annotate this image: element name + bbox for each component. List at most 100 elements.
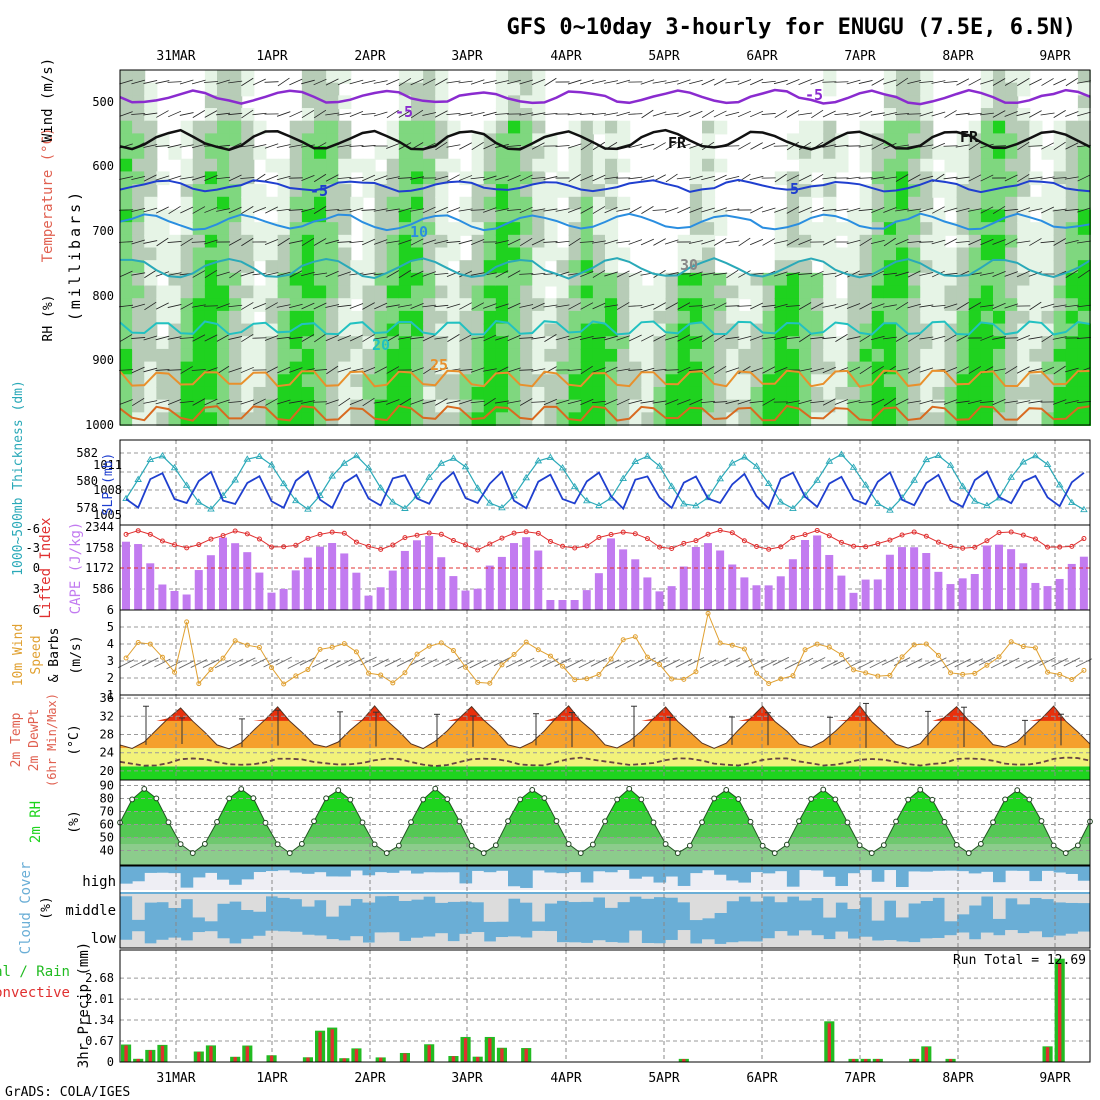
- rh-cell: [629, 361, 643, 376]
- wind-barb: [179, 144, 194, 148]
- rh-cell: [180, 323, 194, 338]
- rh-cell: [1065, 196, 1079, 211]
- wind-speed-point: [960, 671, 966, 677]
- wind-barb: [1053, 365, 1066, 375]
- rh-cell: [677, 323, 691, 338]
- wind10-label-b: Speed: [29, 635, 44, 674]
- rh-cell: [908, 247, 922, 262]
- cape-bar: [279, 588, 288, 610]
- rh-cell: [835, 412, 849, 426]
- rh-cell: [859, 361, 873, 376]
- wind-barb: [276, 336, 291, 340]
- rh-cell: [241, 323, 255, 338]
- wind-barb: [398, 207, 412, 213]
- rh-cell: [980, 247, 994, 262]
- wind-barb: [628, 113, 643, 115]
- thickness-point: [461, 462, 470, 470]
- rh-cell: [362, 158, 376, 173]
- rh-cell: [508, 171, 522, 186]
- rh-cell: [229, 386, 243, 401]
- rh-cell: [386, 158, 400, 173]
- wind10-barb: [639, 657, 656, 667]
- rh-cell: [993, 82, 1007, 97]
- wind-barb: [398, 110, 412, 118]
- wind-barb: [434, 110, 448, 118]
- footer-credit: GrADS: COLA/IGES: [5, 1085, 130, 1100]
- cape-bar: [231, 543, 240, 610]
- cloud-high-bar: [980, 866, 994, 872]
- cape-bar: [776, 576, 785, 610]
- rh-cell: [398, 272, 412, 287]
- cape-bar: [861, 579, 870, 610]
- wind-barb: [216, 399, 230, 405]
- cloud-low-gap: [277, 931, 291, 948]
- wind-barb: [798, 78, 812, 86]
- wind-barb: [228, 238, 242, 246]
- wind-barb: [810, 336, 825, 340]
- wind-barb: [155, 145, 170, 147]
- wind-barb: [907, 240, 922, 244]
- wind-barb: [579, 335, 594, 341]
- wind-barb: [701, 272, 716, 276]
- rh-cell: [908, 285, 922, 300]
- rh-cell: [847, 386, 861, 401]
- date-label-top: 31MAR: [156, 49, 195, 64]
- rh-cell: [204, 285, 218, 300]
- rh-cell: [799, 260, 813, 274]
- wind-barb: [653, 334, 666, 342]
- contour-label: -5: [395, 103, 413, 121]
- rh-cell: [1053, 348, 1067, 363]
- rh-cell: [980, 348, 994, 363]
- wind-barb: [288, 303, 303, 309]
- wind-barb: [713, 272, 728, 276]
- cape-bar: [849, 592, 858, 610]
- thickness-point: [389, 498, 397, 505]
- rh-cell: [217, 285, 231, 300]
- precip-conv-bar: [682, 1059, 686, 1062]
- rh-cell: [144, 108, 158, 122]
- rh-cell: [144, 184, 158, 198]
- rh-cell: [580, 196, 594, 211]
- rh-cell: [301, 146, 315, 160]
- li-point: [778, 544, 784, 550]
- wind-barb: [131, 79, 146, 85]
- wind-barb: [943, 176, 958, 180]
- rh-cell: [605, 196, 619, 211]
- rh-cell: [702, 247, 716, 262]
- rh-cell: [702, 196, 716, 211]
- rh-cell: [326, 285, 340, 300]
- cloud-high-bar: [314, 866, 327, 873]
- rh-cell: [1017, 222, 1031, 236]
- rh-cell: [289, 310, 303, 325]
- rh-cell: [847, 260, 861, 274]
- rh-point: [990, 819, 996, 826]
- thickness-point: [195, 498, 203, 505]
- rh-cell: [459, 310, 473, 325]
- thickness-point: [1007, 473, 1015, 480]
- rh-cell: [980, 310, 994, 325]
- rh-cell: [326, 386, 340, 401]
- rh-cell: [702, 348, 716, 363]
- rh-cell: [592, 196, 606, 211]
- rh-cell: [144, 323, 158, 338]
- rh-point: [286, 850, 293, 856]
- wind-barb: [361, 366, 376, 374]
- li-point: [499, 535, 505, 541]
- rh-cell: [617, 361, 631, 376]
- rh-cell: [423, 298, 437, 312]
- rh-cell: [641, 285, 655, 300]
- wind-barb: [943, 81, 958, 83]
- rh-cell: [677, 336, 691, 350]
- rh-cell: [362, 348, 376, 363]
- rh-cell: [823, 70, 837, 84]
- wind-barb: [725, 399, 740, 405]
- rh-cell: [156, 260, 170, 274]
- rh-cell: [871, 386, 885, 401]
- rh-cell: [253, 222, 267, 236]
- rh-cell: [229, 196, 243, 211]
- rh-cell: [968, 120, 982, 135]
- rh-cell: [774, 209, 788, 224]
- rh-cell: [156, 298, 170, 312]
- rh-cell: [811, 285, 825, 300]
- wind-barb: [955, 207, 970, 213]
